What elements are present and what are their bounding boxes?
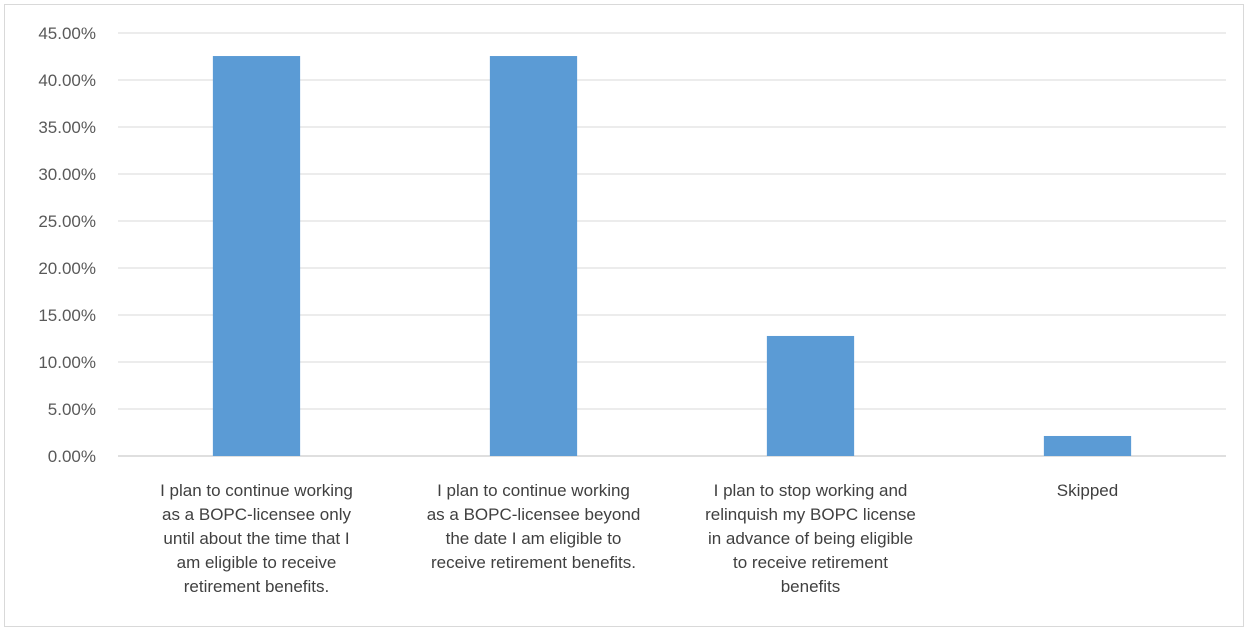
y-tick-label: 5.00% (48, 400, 96, 419)
bar-4 (1043, 435, 1132, 456)
bar-1 (212, 56, 301, 456)
x-category-label: as a BOPC-licensee beyond (427, 505, 641, 524)
x-category-label: relinquish my BOPC license (705, 505, 916, 524)
bar-2 (489, 56, 578, 456)
x-category-label: I plan to continue working (437, 481, 630, 500)
y-tick-label: 10.00% (38, 353, 96, 372)
x-category-label: as a BOPC-licensee only (162, 505, 351, 524)
bar-3 (766, 335, 855, 456)
y-tick-label: 30.00% (38, 165, 96, 184)
x-category-label: I plan to stop working and (714, 481, 908, 500)
x-category-label: Skipped (1057, 481, 1118, 500)
x-category-label: until about the time that I (163, 529, 349, 548)
x-category-label: am eligible to receive (177, 553, 337, 572)
y-tick-label: 20.00% (38, 259, 96, 278)
x-category-label: the date I am eligible to (446, 529, 622, 548)
x-category-label: in advance of being eligible (708, 529, 913, 548)
y-tick-label: 45.00% (38, 24, 96, 43)
y-tick-label: 0.00% (48, 447, 96, 466)
x-category-label: retirement benefits. (184, 577, 330, 596)
y-tick-label: 40.00% (38, 71, 96, 90)
x-category-label: receive retirement benefits. (431, 553, 636, 572)
x-category-label: to receive retirement (733, 553, 888, 572)
y-tick-label: 35.00% (38, 118, 96, 137)
x-category-label: I plan to continue working (160, 481, 353, 500)
y-tick-label: 25.00% (38, 212, 96, 231)
y-tick-label: 15.00% (38, 306, 96, 325)
x-category-label: benefits (781, 577, 841, 596)
